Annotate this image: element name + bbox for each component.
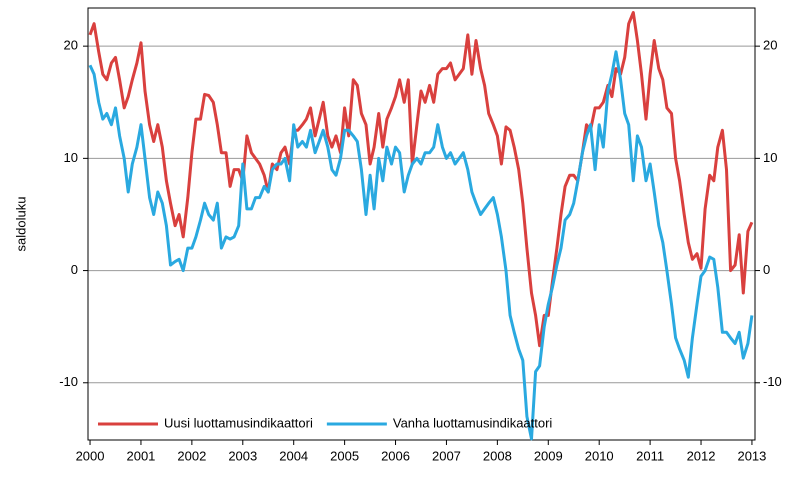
x-tick-label: 2001 xyxy=(126,448,155,463)
x-tick-label: 2010 xyxy=(585,448,614,463)
plot-frame xyxy=(87,7,756,441)
x-tick-label: 2002 xyxy=(177,448,206,463)
x-tick-label: 2012 xyxy=(687,448,716,463)
y-tick-label: 20 xyxy=(64,38,78,53)
x-tick-label: 2008 xyxy=(483,448,512,463)
y2-tick-label: 10 xyxy=(763,150,777,165)
x-tick-label: 2007 xyxy=(432,448,461,463)
x-tick-label: 2000 xyxy=(76,448,105,463)
x-tick-label: 2004 xyxy=(279,448,308,463)
y2-tick-label: 20 xyxy=(763,38,777,53)
legend-label: Uusi luottamusindikaattori xyxy=(164,415,313,430)
y2-tick-label: -10 xyxy=(763,374,782,389)
y2-tick-label: 0 xyxy=(763,262,770,277)
x-tick-label: 2009 xyxy=(534,448,563,463)
x-tick-label: 2005 xyxy=(330,448,359,463)
x-tick-label: 2006 xyxy=(381,448,410,463)
x-tick-label: 2003 xyxy=(228,448,257,463)
y-tick-label: -10 xyxy=(59,374,78,389)
y-tick-label: 10 xyxy=(64,150,78,165)
x-tick-label: 2011 xyxy=(636,448,664,463)
series-line xyxy=(88,11,754,348)
legend-label: Vanha luottamusindikaattori xyxy=(393,415,553,430)
x-tick-label: 2013 xyxy=(737,448,766,463)
y-axis-label: saldoluku xyxy=(13,197,28,252)
y-tick-label: 0 xyxy=(71,262,78,277)
series-line xyxy=(88,50,754,441)
